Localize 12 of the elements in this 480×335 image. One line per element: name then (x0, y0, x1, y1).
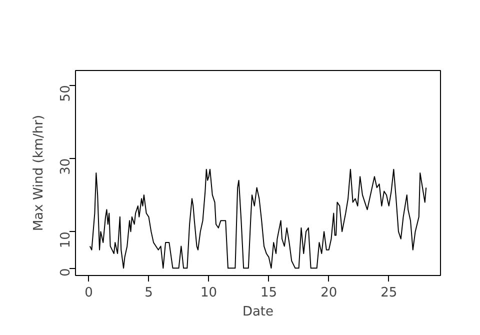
y-tick-label: 10 (58, 232, 74, 248)
x-tick-label: 25 (380, 286, 398, 300)
y-tick-label: 0 (58, 268, 74, 276)
x-axis-title: Date (242, 304, 274, 320)
y-tick-label: 50 (58, 85, 74, 102)
x-tick-label: 10 (200, 286, 218, 300)
x-tick-label: 0 (84, 286, 93, 300)
y-tick-label: 30 (58, 158, 74, 175)
x-tick-label: 20 (320, 286, 338, 300)
x-tick-label: 15 (260, 286, 278, 300)
x-tick-label: 5 (144, 286, 153, 300)
y-axis-title: Max Wind (km/hr) (32, 114, 46, 232)
